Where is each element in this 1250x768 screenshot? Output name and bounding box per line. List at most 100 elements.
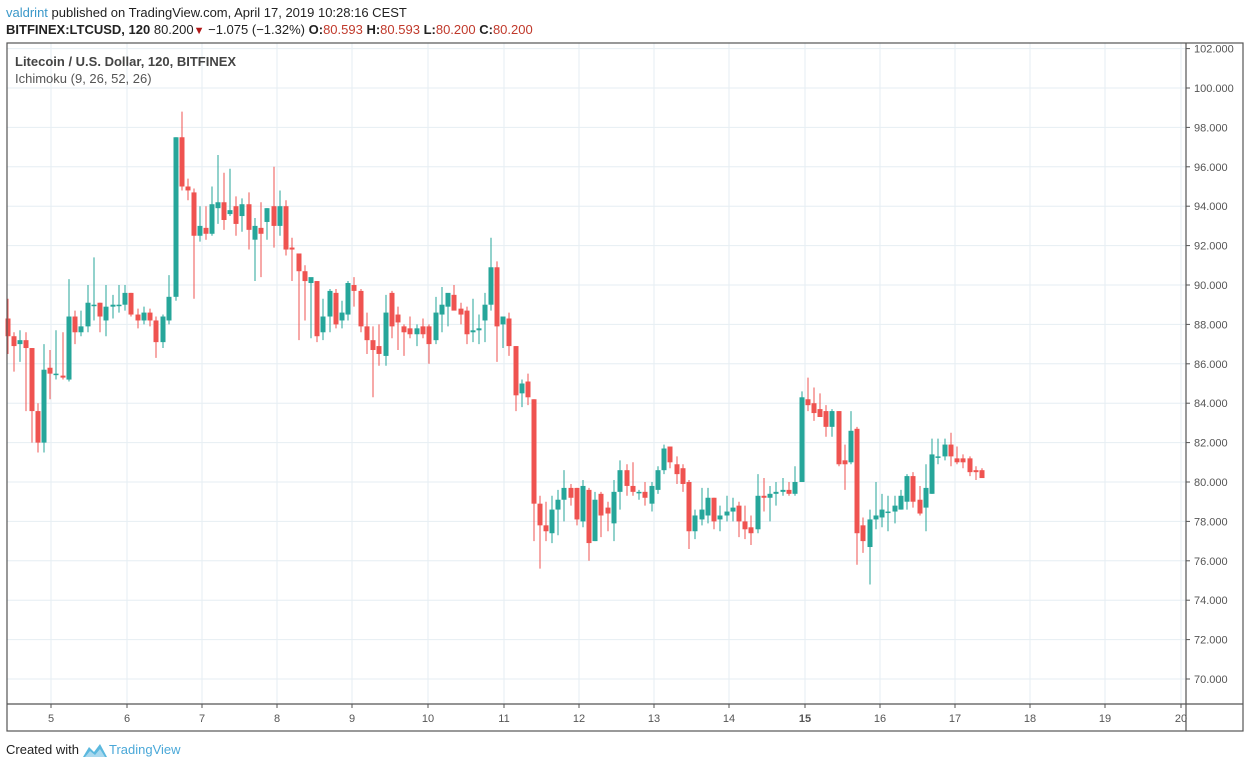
candle bbox=[203, 206, 209, 240]
price-tick-label: 94.000 bbox=[1194, 201, 1228, 213]
candle bbox=[314, 281, 320, 343]
candle bbox=[153, 316, 159, 358]
candle bbox=[389, 290, 395, 339]
candle bbox=[41, 344, 47, 453]
chart-grid bbox=[7, 43, 1186, 704]
candle bbox=[555, 489, 561, 536]
candle bbox=[364, 312, 370, 354]
time-tick-label: 18 bbox=[1024, 713, 1036, 725]
publisher-link[interactable]: valdrint bbox=[6, 5, 48, 20]
price-tick-label: 80.000 bbox=[1194, 477, 1228, 489]
candle bbox=[35, 403, 41, 453]
candle bbox=[592, 491, 598, 542]
time-tick-label: 7 bbox=[199, 713, 205, 725]
candle bbox=[488, 237, 494, 311]
candle bbox=[761, 478, 767, 512]
candle bbox=[680, 464, 686, 492]
candle bbox=[60, 332, 66, 380]
candle bbox=[549, 495, 555, 544]
candle bbox=[191, 188, 197, 299]
candle bbox=[420, 318, 426, 339]
candle bbox=[848, 411, 854, 465]
legend-title: Litecoin / U.S. Dollar, 120, BITFINEX bbox=[15, 54, 237, 69]
candle bbox=[605, 501, 611, 532]
low-value: 80.200 bbox=[435, 22, 476, 37]
candle bbox=[414, 324, 420, 347]
candle bbox=[296, 253, 302, 341]
tradingview-brand[interactable]: TradingView bbox=[82, 742, 181, 757]
candle bbox=[179, 111, 185, 191]
candle bbox=[78, 310, 84, 337]
time-tick-label: 19 bbox=[1099, 713, 1111, 725]
candle bbox=[730, 497, 736, 522]
candle bbox=[383, 294, 389, 366]
candle bbox=[166, 275, 172, 325]
candle bbox=[185, 178, 191, 201]
candle bbox=[935, 438, 941, 465]
candle bbox=[967, 456, 973, 477]
candle-series bbox=[5, 111, 985, 585]
symbol-info: BITFINEX:LTCUSD, 120 80.200▼ −1.075 (−1.… bbox=[6, 22, 533, 37]
created-with-text: Created with bbox=[6, 742, 79, 757]
candle bbox=[973, 466, 979, 481]
candle bbox=[97, 302, 103, 333]
candle bbox=[611, 480, 617, 542]
candle bbox=[960, 454, 966, 469]
candle bbox=[649, 482, 655, 512]
candle bbox=[11, 332, 17, 372]
candle bbox=[705, 487, 711, 524]
close-value: 80.200 bbox=[492, 22, 533, 37]
candle bbox=[53, 330, 59, 380]
candle bbox=[892, 495, 898, 524]
candle bbox=[160, 314, 166, 349]
candle bbox=[17, 330, 23, 362]
candle bbox=[867, 509, 873, 585]
price-tick-label: 84.000 bbox=[1194, 398, 1228, 410]
price-tick-label: 74.000 bbox=[1194, 595, 1228, 607]
time-tick-label: 8 bbox=[274, 713, 280, 725]
candle bbox=[116, 285, 122, 313]
price-tick-label: 76.000 bbox=[1194, 556, 1228, 568]
time-axis[interactable]: 5 6 7 8 9 10 11 12 13 14 15 16 17 18 19 20 bbox=[48, 704, 1187, 725]
legend-indicator[interactable]: Ichimoku (9, 26, 52, 26) bbox=[15, 71, 152, 86]
price-axis[interactable]: 102.000 100.000 98.000 96.000 94.000 92.000 90… bbox=[1186, 44, 1234, 686]
candle bbox=[23, 332, 29, 412]
candle bbox=[345, 281, 351, 321]
time-tick-label: 12 bbox=[573, 713, 585, 725]
candle bbox=[898, 489, 904, 510]
candle bbox=[948, 432, 954, 467]
candle bbox=[873, 482, 879, 530]
open-value: 80.593 bbox=[323, 22, 363, 37]
candle bbox=[197, 206, 203, 242]
candle bbox=[836, 411, 842, 467]
price-tick-label: 90.000 bbox=[1194, 280, 1228, 292]
candle bbox=[636, 489, 642, 500]
candle bbox=[860, 517, 866, 553]
price-change: −1.075 (−1.32%) bbox=[208, 22, 305, 37]
candle bbox=[910, 472, 916, 508]
candle bbox=[351, 277, 357, 307]
price-tick-label: 72.000 bbox=[1194, 635, 1228, 647]
candle bbox=[445, 292, 451, 327]
candle bbox=[395, 306, 401, 351]
candle bbox=[692, 509, 698, 540]
time-tick-label: 10 bbox=[422, 713, 434, 725]
candle bbox=[506, 312, 512, 356]
candle bbox=[748, 515, 754, 546]
candle bbox=[525, 373, 531, 406]
candle bbox=[543, 501, 549, 542]
low-label: L: bbox=[423, 22, 436, 37]
candle bbox=[661, 444, 667, 475]
price-tick-label: 70.000 bbox=[1194, 674, 1228, 686]
time-tick-label: 16 bbox=[874, 713, 886, 725]
candle bbox=[500, 316, 506, 349]
triangle-down-icon: ▼ bbox=[193, 25, 205, 37]
candle bbox=[128, 292, 134, 317]
price-tick-label: 86.000 bbox=[1194, 359, 1228, 371]
candle bbox=[786, 482, 792, 496]
candle bbox=[904, 474, 910, 510]
candle bbox=[370, 326, 376, 398]
candle bbox=[376, 324, 382, 366]
candle bbox=[464, 306, 470, 345]
